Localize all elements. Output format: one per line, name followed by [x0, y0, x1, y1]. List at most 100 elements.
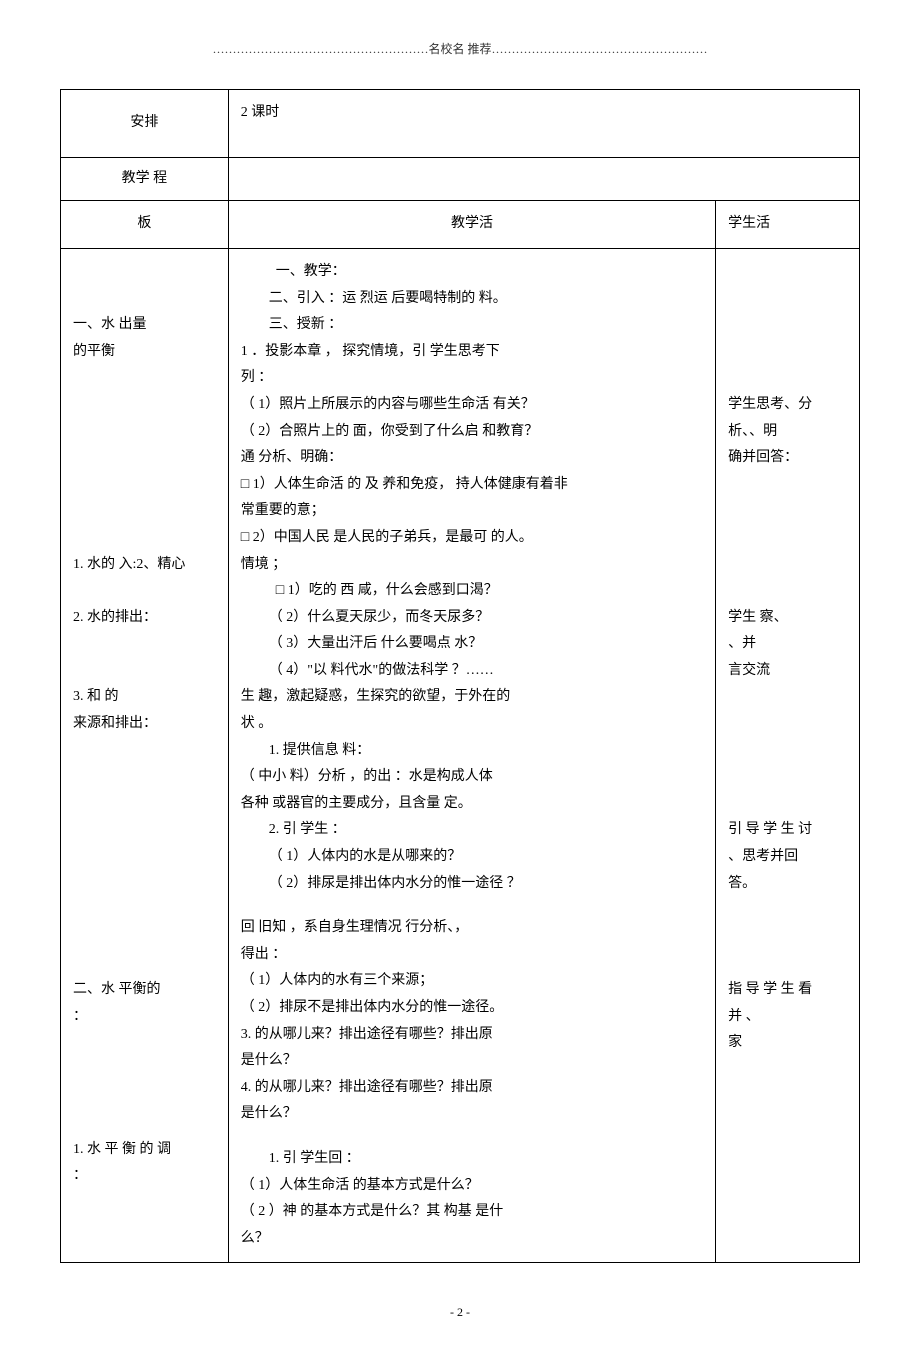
mid-text: （ 4）"以 料代水"的做法科学 ？…… — [241, 658, 703, 685]
right-text — [728, 472, 847, 499]
right-text — [728, 950, 847, 977]
right-text — [728, 738, 847, 765]
mid-text: 1. 引 学生回 ： — [241, 1146, 703, 1173]
body-mid-cell: 一、教学： 二、引入 ：运 烈运 后要喝特制的 料。 三、授新 ： 1 ．投影本… — [228, 248, 715, 1262]
mid-text: □ 2）中国人民 是人民的子弟兵，是最可 的人。 — [241, 525, 703, 552]
right-text: 学生思考、分 — [728, 392, 847, 419]
mid-text: □ 1）吃的 西 咸，什么会感到口渴？ — [241, 578, 703, 605]
left-text — [73, 472, 216, 499]
right-text: 并 、 — [728, 1004, 847, 1031]
mid-text: （ 2）排尿是排出体内水分的惟一途径 ？ — [241, 871, 703, 898]
mid-text: （ 1）人体生命活 的基本方式是什么？ — [241, 1173, 703, 1200]
mid-text: 2. 引 学生 ： — [241, 817, 703, 844]
header-decoration: ………………………………………………名校名 推荐…………………………………………… — [60, 40, 860, 59]
left-text — [73, 924, 216, 951]
arrange-label: 安排 — [61, 90, 229, 158]
header-col1: 板 — [61, 201, 229, 249]
right-text: 答。 — [728, 871, 847, 898]
table-row: 一、水 出量 的平衡 1. 水的 入:2、精心 2. 水的排出： 3. 和 的 … — [61, 248, 860, 1262]
right-text — [728, 525, 847, 552]
mid-text: （ 1）人体内的水是从哪来的？ — [241, 844, 703, 871]
right-text — [728, 924, 847, 951]
left-text: 二、水 平衡的 — [73, 977, 216, 1004]
mid-text: （ 2）排尿不是排出体内水分的惟一途径。 — [241, 995, 703, 1022]
mid-text: □ 1）人体生命活 的 及 养和免疫， 持人体健康有着非 — [241, 472, 703, 499]
mid-text: 1. 提供信息 料： — [241, 738, 703, 765]
mid-text: 通 分析、明确： — [241, 445, 703, 472]
lesson-plan-table: 安排 2 课时 教学 程 板 教学活 学生活 一、水 出量 的平衡 1. 水的 … — [60, 89, 860, 1263]
left-text: ： — [73, 1163, 216, 1190]
mid-text: 回 旧知 ，系自身生理情况 行分析、， — [241, 915, 703, 942]
right-text — [728, 578, 847, 605]
right-text: 析、、明 — [728, 419, 847, 446]
left-text — [73, 1083, 216, 1110]
mid-text: 一、教学： — [241, 259, 703, 286]
mid-text: 3. 的从哪儿来？排出途径有哪些？排出原 — [241, 1022, 703, 1049]
left-text: 3. 和 的 — [73, 684, 216, 711]
mid-text: （ 2）什么夏天尿少，而冬天尿多？ — [241, 605, 703, 632]
left-text: 来源和排出： — [73, 711, 216, 738]
right-text: 学生 察、 — [728, 605, 847, 632]
body-left-cell: 一、水 出量 的平衡 1. 水的 入:2、精心 2. 水的排出： 3. 和 的 … — [61, 248, 229, 1262]
right-text: 家 — [728, 1030, 847, 1057]
right-text — [728, 259, 847, 286]
left-text — [73, 286, 216, 313]
left-text — [73, 365, 216, 392]
arrange-value: 2 课时 — [228, 90, 859, 158]
mid-text: 4. 的从哪儿来？排出途径有哪些？排出原 — [241, 1075, 703, 1102]
left-text — [73, 1110, 216, 1137]
mid-text: 得出 ： — [241, 942, 703, 969]
left-text — [73, 871, 216, 898]
left-text: 一、水 出量 — [73, 312, 216, 339]
mid-text: 是什么？ — [241, 1048, 703, 1075]
table-row: 安排 2 课时 — [61, 90, 860, 158]
mid-text: 二、引入 ：运 烈运 后要喝特制的 料。 — [241, 286, 703, 313]
mid-text: 生 趣，激起疑惑，生探究的欲望，于外在的 — [241, 684, 703, 711]
table-row: 板 教学活 学生活 — [61, 201, 860, 249]
right-text — [728, 552, 847, 579]
right-text: 言交流 — [728, 658, 847, 685]
left-text — [73, 1057, 216, 1084]
left-text: 1. 水的 入:2、精心 — [73, 552, 216, 579]
mid-text: 常重要的意； — [241, 498, 703, 525]
mid-text: （ 中小 料）分析 ，的出 ：水是构成人体 — [241, 764, 703, 791]
left-text — [73, 525, 216, 552]
left-text — [73, 844, 216, 871]
header-col3: 学生活 — [716, 201, 860, 249]
left-text — [73, 578, 216, 605]
mid-text: （ 1）人体内的水有三个来源； — [241, 968, 703, 995]
right-text — [728, 711, 847, 738]
right-text — [728, 312, 847, 339]
page-footer: - 2 - — [60, 1303, 860, 1322]
left-text — [73, 1030, 216, 1057]
left-text — [73, 498, 216, 525]
left-text: 1. 水 平 衡 的 调 — [73, 1137, 216, 1164]
mid-text: 1 ．投影本章 ， 探究情境，引 学生思考下 — [241, 339, 703, 366]
mid-text: 是什么？ — [241, 1101, 703, 1128]
right-text — [728, 791, 847, 818]
left-text — [73, 817, 216, 844]
left-text — [73, 419, 216, 446]
right-text — [728, 764, 847, 791]
mid-text: 列 ： — [241, 365, 703, 392]
right-text — [728, 498, 847, 525]
mid-text: 状 。 — [241, 711, 703, 738]
right-text — [728, 339, 847, 366]
left-text: 2. 水的排出： — [73, 605, 216, 632]
right-text: 指 导 学 生 看 — [728, 977, 847, 1004]
right-text — [728, 286, 847, 313]
mid-text: （ 2）合照片上的 面，你受到了什么启 和教育？ — [241, 419, 703, 446]
left-text — [73, 950, 216, 977]
mid-text: （ 1）照片上所展示的内容与哪些生命活 有关？ — [241, 392, 703, 419]
header-col2: 教学活 — [228, 201, 715, 249]
left-text — [73, 897, 216, 924]
process-label: 教学 程 — [61, 157, 229, 201]
left-text — [73, 764, 216, 791]
left-text — [73, 259, 216, 286]
mid-text: （ 3）大量出汗后 什么要喝点 水？ — [241, 631, 703, 658]
mid-text: 情境 ； — [241, 552, 703, 579]
mid-text: 三、授新 ： — [241, 312, 703, 339]
right-text — [728, 897, 847, 924]
right-text: 引 导 学 生 讨 — [728, 817, 847, 844]
mid-text: 各种 或器官的主要成分，且含量 定。 — [241, 791, 703, 818]
